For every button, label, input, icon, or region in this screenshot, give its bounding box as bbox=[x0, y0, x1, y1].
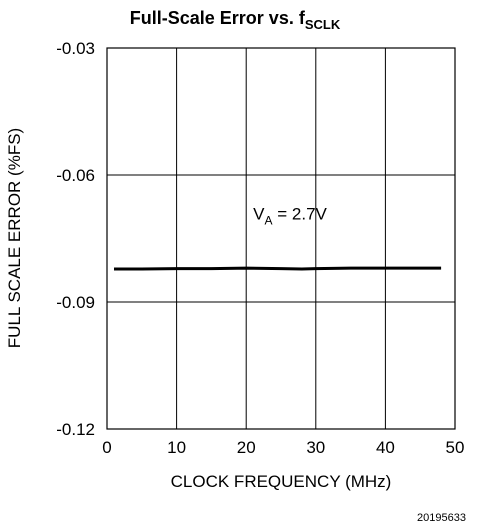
x-tick-label: 0 bbox=[102, 438, 111, 457]
annotation-subscript: A bbox=[265, 213, 273, 227]
x-axis-label: CLOCK FREQUENCY (MHz) bbox=[171, 472, 392, 491]
annotation-rest: = 2.7V bbox=[273, 204, 328, 223]
series-group bbox=[114, 266, 442, 271]
x-tick-label: 30 bbox=[306, 438, 325, 457]
y-tick-labels: -0.03 -0.06 -0.09 -0.12 bbox=[56, 39, 95, 439]
figure-id: 20195633 bbox=[417, 512, 466, 524]
x-tick-label: 20 bbox=[237, 438, 256, 457]
chart-title: Full-Scale Error vs. fSCLK bbox=[130, 8, 341, 32]
x-tick-label: 10 bbox=[167, 438, 186, 457]
y-tick-label: -0.09 bbox=[56, 293, 95, 312]
x-tick-labels: 0 10 20 30 40 50 bbox=[102, 438, 464, 457]
plot-frame bbox=[106, 47, 456, 430]
y-tick-label: -0.12 bbox=[56, 420, 95, 439]
series-line bbox=[114, 266, 442, 271]
y-axis-label: FULL SCALE ERROR (%FS) bbox=[5, 128, 24, 348]
x-tick-label: 50 bbox=[446, 438, 465, 457]
y-tick-label: -0.03 bbox=[56, 39, 95, 58]
grid-lines bbox=[107, 48, 455, 429]
y-tick-label: -0.06 bbox=[56, 166, 95, 185]
voltage-annotation: VA = 2.7V bbox=[253, 204, 327, 227]
chart-title-main: Full-Scale Error vs. f bbox=[130, 8, 306, 28]
x-tick-label: 40 bbox=[376, 438, 395, 457]
annotation-main: V bbox=[253, 204, 265, 223]
chart-title-subscript: SCLK bbox=[305, 17, 341, 32]
